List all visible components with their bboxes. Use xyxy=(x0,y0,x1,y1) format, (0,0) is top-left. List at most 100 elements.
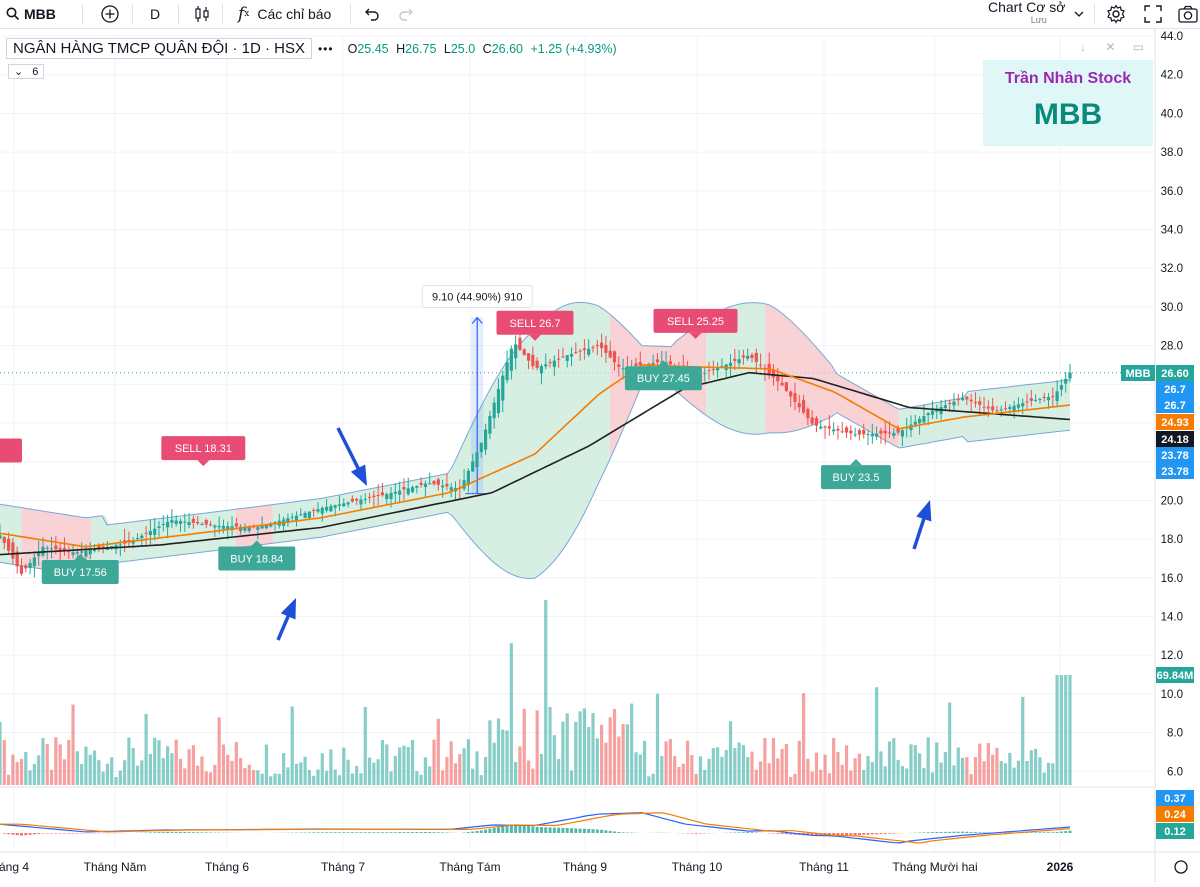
candle-body xyxy=(76,552,79,553)
volume-bar xyxy=(59,744,62,785)
redo-button[interactable] xyxy=(398,0,416,28)
candle-body xyxy=(415,486,418,488)
arrow-down-icon[interactable]: ↓ xyxy=(1080,40,1086,54)
volume-bar xyxy=(746,757,749,785)
volume-bar xyxy=(415,771,418,785)
candle-body xyxy=(480,443,483,452)
volume-bar xyxy=(76,751,79,785)
chevron-down-icon: ⌄ xyxy=(14,66,23,78)
volume-bar xyxy=(849,771,852,785)
macd-hist-bar xyxy=(501,826,504,833)
close-icon[interactable]: ✕ xyxy=(1105,40,1115,54)
candle-body xyxy=(368,497,371,498)
volume-bar xyxy=(677,767,680,785)
macd-hist-bar xyxy=(325,832,328,833)
indicators-collapse-button[interactable]: ⌄ 6 xyxy=(8,64,44,79)
undo-button[interactable] xyxy=(362,0,380,28)
volume-bar xyxy=(819,770,822,785)
chart-type-button[interactable] xyxy=(194,0,210,28)
volume-bar xyxy=(0,722,2,785)
candle-body xyxy=(299,514,302,515)
volume-bar xyxy=(634,752,637,785)
volume-bar xyxy=(316,769,319,785)
macd-hist-bar xyxy=(480,830,483,833)
candle-body xyxy=(621,368,624,369)
candle-body xyxy=(355,499,358,501)
volume-bar xyxy=(127,738,130,785)
annotation-arrowhead xyxy=(351,465,367,486)
more-icon[interactable]: ••• xyxy=(318,42,334,56)
candle-body xyxy=(866,434,869,435)
volume-bar xyxy=(1025,761,1028,785)
volume-bar xyxy=(97,760,100,785)
compare-button[interactable] xyxy=(100,0,120,28)
snapshot-button[interactable] xyxy=(1178,0,1198,28)
layout-dropdown[interactable] xyxy=(1074,0,1084,28)
last-symbol-tag: MBB xyxy=(1125,368,1150,380)
candle-body xyxy=(11,542,14,558)
candle-body xyxy=(845,427,848,432)
macd-hist-bar xyxy=(179,832,182,833)
volume-bar xyxy=(836,752,839,785)
candle-body xyxy=(0,535,2,538)
window-icon[interactable]: ▭ xyxy=(1133,40,1144,54)
high-label: H xyxy=(396,42,405,56)
price-tick: 12.0 xyxy=(1161,650,1183,662)
volume-bar xyxy=(557,759,560,785)
volume-bar xyxy=(892,738,895,785)
candle-body xyxy=(518,338,521,350)
macd-hist-bar xyxy=(33,833,36,834)
volume-bar xyxy=(755,770,758,785)
macd-hist-bar xyxy=(523,826,526,833)
signal-text: BUY 27.45 xyxy=(637,373,690,385)
candle-body xyxy=(3,537,6,543)
volume-bar xyxy=(897,760,900,785)
volume-bar xyxy=(690,755,693,785)
macd-hist-bar xyxy=(1051,832,1054,833)
macd-hist-bar xyxy=(192,832,195,833)
settings-button[interactable] xyxy=(1106,0,1126,28)
open-value: 25.45 xyxy=(357,42,388,56)
macd-hist-bar xyxy=(536,827,539,833)
macd-hist-bar xyxy=(970,832,973,833)
volume-bar xyxy=(183,768,186,785)
candle-body xyxy=(944,405,947,408)
macd-hist-bar xyxy=(531,827,534,833)
price-tick: 28.0 xyxy=(1161,341,1183,353)
macd-hist-bar xyxy=(931,832,934,833)
candle-body xyxy=(140,536,143,539)
price-tick: 30.0 xyxy=(1161,302,1183,314)
volume-bar xyxy=(1064,675,1067,785)
layout-menu[interactable]: Chart Cơ sở Lưu xyxy=(988,0,1066,28)
macd-hist-bar xyxy=(549,827,552,833)
macd-hist-bar xyxy=(20,833,23,836)
volume-bar xyxy=(789,777,792,785)
interval-button[interactable]: D xyxy=(150,0,160,28)
volume-bar xyxy=(656,694,659,785)
volume-bar xyxy=(639,754,642,785)
volume-bar xyxy=(3,740,6,785)
volume-bar xyxy=(308,770,311,785)
candle-body xyxy=(604,345,607,353)
macd-hist-bar xyxy=(433,832,436,833)
candle-body xyxy=(991,406,994,410)
macd-hist-bar xyxy=(888,833,891,834)
macd-hist-bar xyxy=(733,832,736,833)
volume-bar xyxy=(1043,773,1046,785)
candle-body xyxy=(780,383,783,386)
price-tick: 34.0 xyxy=(1161,225,1183,237)
volume-bar xyxy=(832,738,835,785)
macd-hist-bar xyxy=(183,832,186,833)
macd-hist-bar xyxy=(557,828,560,833)
volume-bar xyxy=(428,766,431,785)
macd-hist-bar xyxy=(355,832,358,833)
volume-bar xyxy=(952,765,955,785)
symbol-search[interactable]: MBB xyxy=(6,0,56,28)
volume-bar xyxy=(11,755,14,785)
candle-body xyxy=(750,355,753,358)
series-title[interactable]: NGÂN HÀNG TMCP QUÂN ĐỘI · 1D · HSX xyxy=(6,38,312,59)
fullscreen-button[interactable] xyxy=(1144,0,1162,28)
